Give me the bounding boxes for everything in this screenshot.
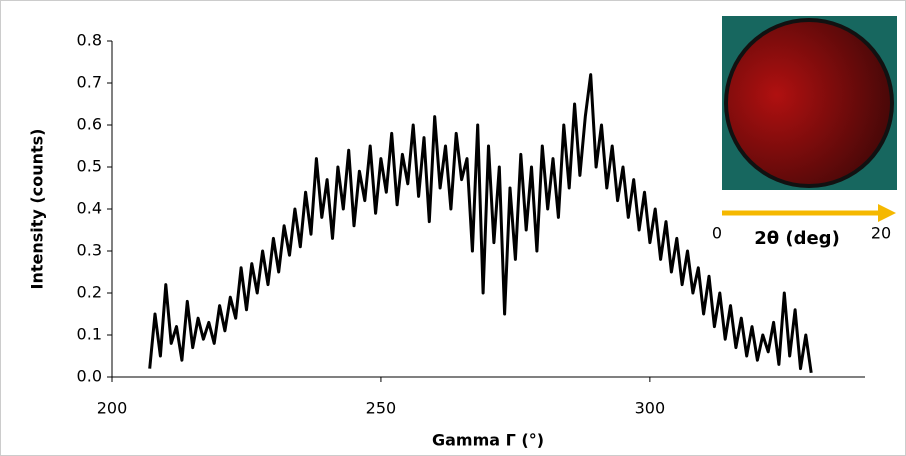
data-line: [148, 73, 813, 374]
y-tick-label: 0.5: [77, 157, 102, 176]
y-axis-label: Intensity (counts): [28, 129, 47, 290]
x-axis-label: Gamma Γ (°): [432, 431, 544, 450]
x-tick-label: 250: [366, 399, 397, 418]
y-tick-label: 0.1: [77, 325, 102, 344]
y-tick-label: 0.8: [77, 31, 102, 50]
inset: 0 2θ (deg) 20: [712, 16, 897, 249]
x-tick-label: 200: [97, 399, 128, 418]
y-tick-label: 0.3: [77, 241, 102, 260]
y-tick-label: 0.0: [77, 367, 102, 386]
inset-axis-label: 2θ (deg): [754, 228, 840, 249]
y-tick-label: 0.2: [77, 283, 102, 302]
inset-arrowhead: [878, 204, 896, 222]
inset-end-label: 20: [871, 224, 891, 243]
inset-disc: [728, 22, 890, 184]
y-tick-label: 0.7: [77, 73, 102, 92]
inset-start-label: 0: [712, 224, 722, 243]
y-tick-label: 0.6: [77, 115, 102, 134]
y-tick-label: 0.4: [77, 199, 102, 218]
x-tick-label: 300: [635, 399, 666, 418]
